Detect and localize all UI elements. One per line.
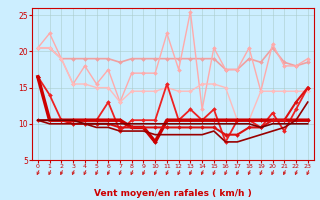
X-axis label: Vent moyen/en rafales ( km/h ): Vent moyen/en rafales ( km/h )	[94, 189, 252, 198]
